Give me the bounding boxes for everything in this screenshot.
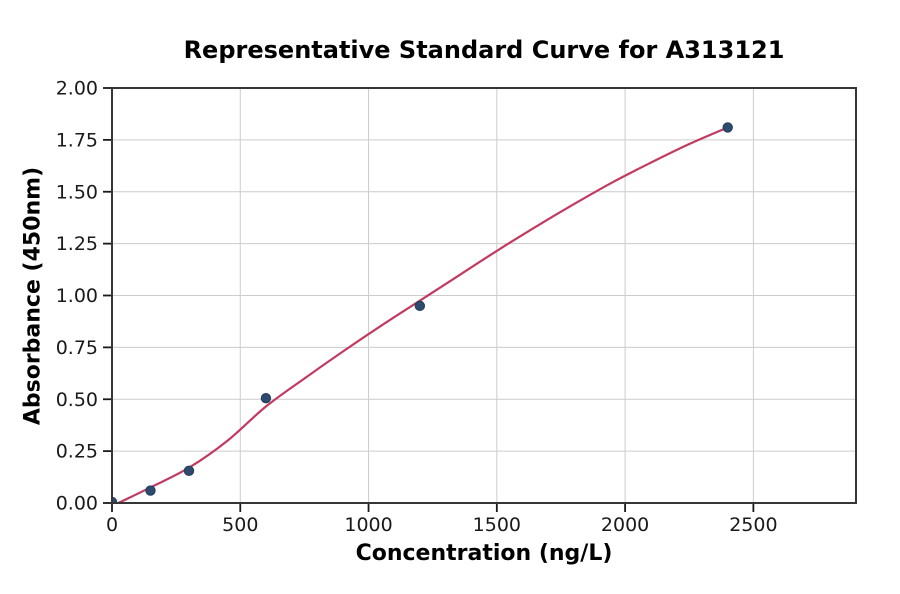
y-tick-label: 0.50 [56, 389, 98, 411]
x-tick-label: 2500 [729, 514, 777, 536]
y-tick-label: 1.25 [56, 233, 98, 255]
fit-curve [117, 126, 729, 503]
plot-border [111, 87, 857, 504]
y-tick-label: 1.00 [56, 285, 98, 307]
data-point [183, 465, 195, 477]
x-tick-label: 500 [222, 514, 258, 536]
data-point [722, 122, 733, 133]
y-tick-label: 0.75 [56, 337, 98, 359]
x-tick-label: 0 [106, 514, 118, 536]
x-tick-label: 2000 [601, 514, 649, 536]
data-point [414, 300, 426, 312]
data-point [145, 485, 156, 496]
y-tick-label: 2.00 [56, 78, 98, 100]
y-tick-label: 1.75 [56, 129, 98, 151]
x-axis-label: Concentration (ng/L) [355, 541, 613, 566]
chart-title: Representative Standard Curve for A31312… [183, 36, 785, 64]
x-tick-label: 1500 [473, 514, 521, 536]
y-tick-label: 0.25 [56, 441, 98, 463]
data-point [260, 393, 272, 404]
y-tick-label: 0.00 [56, 493, 98, 515]
x-tick-label: 1000 [344, 514, 392, 536]
y-tick-label: 1.50 [56, 181, 98, 203]
